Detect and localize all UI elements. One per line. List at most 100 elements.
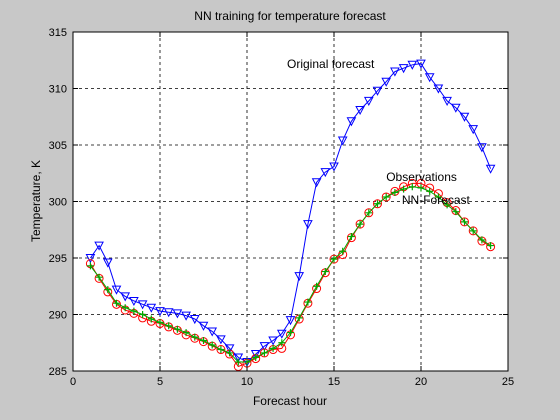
y-axis-label: Temperature, K: [29, 160, 43, 242]
data-point-triangle: [198, 321, 209, 331]
data-point-plus: [469, 227, 477, 235]
data-point-plus: [478, 236, 486, 244]
data-series: [85, 59, 496, 371]
data-point-plus: [121, 304, 129, 312]
data-point-plus: [391, 188, 399, 196]
data-point-triangle: [372, 86, 383, 96]
x-tick-label: 10: [241, 376, 253, 388]
data-point-plus: [461, 218, 468, 226]
annotations: Original forecast Observations NN-Forecast: [287, 57, 471, 207]
data-point-plus: [330, 255, 338, 263]
data-point-plus: [269, 344, 277, 352]
data-point-triangle: [276, 329, 287, 339]
data-point-circle: [364, 208, 374, 218]
x-tick-label: 0: [70, 376, 76, 388]
data-point-plus: [208, 341, 216, 349]
data-point-circle: [259, 348, 269, 358]
data-point-triangle: [216, 335, 226, 345]
data-point-plus: [365, 209, 373, 217]
data-point-circle: [329, 254, 339, 264]
data-point-triangle: [207, 327, 218, 337]
data-point-circle: [468, 226, 478, 236]
data-point-plus: [165, 322, 173, 330]
data-point-circle: [373, 199, 382, 209]
data-point-plus: [408, 183, 416, 191]
data-point-circle: [460, 217, 469, 227]
data-point-triangle: [285, 316, 296, 326]
annotation-label: Observations: [386, 170, 457, 184]
data-point-triangle: [268, 336, 278, 346]
x-tick-label: 25: [502, 376, 514, 388]
data-point-plus: [113, 299, 120, 307]
y-tick-label: 310: [49, 84, 67, 96]
y-tick-label: 305: [49, 140, 67, 152]
data-point-triangle: [329, 162, 339, 172]
data-point-triangle: [102, 258, 113, 268]
data-point-triangle: [424, 73, 435, 83]
y-tick-label: 315: [49, 27, 67, 39]
data-point-plus: [443, 201, 451, 209]
data-point-plus: [417, 184, 425, 192]
data-point-plus: [313, 282, 321, 290]
data-point-triangle: [137, 300, 148, 310]
data-point-plus: [217, 346, 225, 354]
data-point-plus: [452, 208, 460, 216]
data-point-plus: [252, 353, 260, 361]
data-point-triangle: [337, 136, 348, 146]
data-point-triangle: [450, 103, 461, 113]
data-point-triangle: [233, 353, 244, 363]
data-point-plus: [243, 358, 251, 366]
data-point-triangle: [224, 344, 235, 354]
data-point-triangle: [129, 296, 139, 307]
data-point-plus: [147, 315, 155, 323]
y-tick-label: 290: [49, 310, 67, 322]
data-point-plus: [86, 262, 94, 270]
data-point-plus: [156, 318, 164, 326]
data-point-triangle: [259, 342, 270, 352]
data-point-triangle: [189, 315, 200, 325]
data-point-triangle: [320, 168, 331, 178]
data-point-circle: [355, 219, 365, 229]
data-point-plus: [339, 247, 347, 255]
chart-title: NN training for temperature forecast: [194, 9, 386, 23]
data-point-plus: [173, 325, 181, 333]
data-point-triangle: [181, 311, 191, 321]
data-point-plus: [374, 200, 381, 208]
data-point-plus: [278, 339, 286, 347]
data-point-plus: [226, 349, 234, 357]
data-point-plus: [95, 273, 103, 281]
data-point-triangle: [485, 164, 496, 174]
series-3: [86, 183, 495, 366]
data-point-triangle: [355, 105, 365, 116]
data-point-triangle: [120, 292, 131, 302]
data-point-triangle: [390, 67, 400, 77]
data-point-triangle: [442, 96, 452, 106]
data-point-plus: [182, 329, 190, 337]
data-point-plus: [104, 286, 112, 294]
data-point-plus: [295, 314, 303, 322]
y-tick-label: 285: [49, 366, 67, 378]
data-point-triangle: [85, 254, 96, 264]
data-point-triangle: [381, 77, 392, 87]
axis-ticks: 0 5 10 15 20 25 285 290 295 300 305 310 315: [49, 27, 514, 388]
data-point-triangle: [407, 60, 418, 70]
data-point-triangle: [433, 84, 444, 94]
data-point-plus: [347, 233, 355, 241]
x-tick-label: 15: [328, 376, 340, 388]
data-point-plus: [130, 307, 138, 315]
y-tick-label: 295: [49, 253, 67, 265]
data-point-plus: [287, 329, 294, 337]
data-point-triangle: [311, 178, 322, 188]
data-point-triangle: [416, 59, 426, 69]
data-point-plus: [260, 349, 268, 357]
x-axis-label: Forecast hour: [253, 394, 327, 408]
data-point-plus: [426, 187, 434, 195]
data-point-circle: [381, 192, 391, 202]
data-point-plus: [487, 242, 495, 250]
data-point-triangle: [346, 117, 357, 127]
data-point-triangle: [303, 220, 313, 230]
data-point-triangle: [477, 143, 487, 153]
data-point-triangle: [398, 64, 409, 74]
